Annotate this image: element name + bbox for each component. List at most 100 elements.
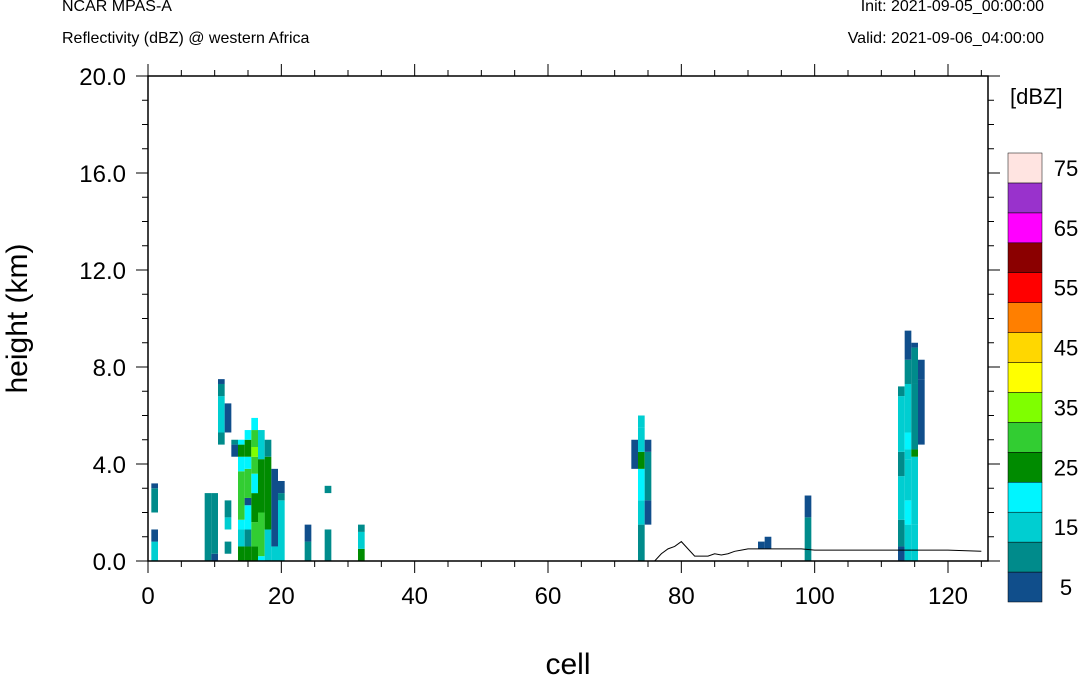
reflectivity-cell bbox=[904, 359, 912, 384]
reflectivity-cell bbox=[898, 386, 905, 397]
reflectivity-cell bbox=[238, 546, 245, 561]
reflectivity-cell bbox=[918, 379, 925, 445]
reflectivity-cell bbox=[251, 493, 258, 523]
reflectivity-cell bbox=[304, 524, 312, 542]
reflectivity-cell bbox=[251, 430, 258, 448]
reflectivity-cell bbox=[258, 459, 265, 513]
reflectivity-cell bbox=[238, 519, 245, 530]
y-tick-label: 4.0 bbox=[93, 452, 126, 479]
reflectivity-cell bbox=[204, 493, 212, 561]
reflectivity-cell bbox=[238, 529, 245, 547]
reflectivity-cell bbox=[898, 546, 905, 561]
valid-time: Valid: 2021-09-06_04:00:00 bbox=[847, 30, 1044, 47]
reflectivity-cell bbox=[258, 430, 265, 460]
reflectivity-cell bbox=[904, 432, 912, 450]
reflectivity-cell bbox=[244, 529, 252, 547]
reflectivity-cell bbox=[211, 553, 218, 561]
reflectivity-cell bbox=[898, 451, 905, 477]
colorbar-box bbox=[1007, 272, 1043, 303]
colorbar-box bbox=[1007, 511, 1043, 543]
init-time: Init: 2021-09-05_00:00:00 bbox=[860, 0, 1044, 15]
reflectivity-cell bbox=[271, 546, 278, 561]
colorbar-box bbox=[1007, 571, 1043, 603]
colorbar-box bbox=[1007, 541, 1043, 573]
axis-ticks bbox=[136, 64, 1000, 573]
reflectivity-cell bbox=[324, 485, 332, 494]
reflectivity-cell bbox=[904, 383, 912, 433]
reflectivity-cell bbox=[804, 517, 812, 561]
x-tick-label: 120 bbox=[928, 583, 968, 610]
reflectivity-cell bbox=[638, 451, 645, 469]
reflectivity-cell bbox=[278, 500, 285, 562]
y-axis-title: height (km) bbox=[1, 243, 34, 393]
colorbar-box bbox=[1007, 212, 1043, 244]
reflectivity-cell bbox=[264, 456, 272, 530]
reflectivity-cell bbox=[758, 541, 765, 549]
terrain-line bbox=[148, 540, 982, 562]
colorbar-label: 55 bbox=[1054, 276, 1078, 301]
reflectivity-cell bbox=[644, 500, 652, 525]
reflectivity-cell bbox=[898, 396, 905, 452]
reflectivity-cell bbox=[151, 488, 158, 513]
y-tick-label: 0.0 bbox=[93, 549, 126, 576]
reflectivity-cell bbox=[904, 524, 912, 562]
reflectivity-cell bbox=[151, 541, 158, 561]
reflectivity-cell bbox=[264, 439, 272, 457]
colorbar-label: 45 bbox=[1054, 336, 1078, 361]
reflectivity-cell bbox=[631, 439, 638, 469]
x-tick-label: 0 bbox=[141, 583, 154, 610]
reflectivity-cell bbox=[638, 415, 645, 428]
colorbar-box bbox=[1007, 422, 1043, 453]
reflectivity-cell bbox=[218, 383, 225, 397]
reflectivity-cell bbox=[251, 447, 258, 457]
reflectivity-cell bbox=[218, 396, 225, 433]
reflectivity-cell bbox=[911, 449, 918, 457]
colorbar-box bbox=[1007, 242, 1043, 273]
x-tick-label: 20 bbox=[268, 583, 295, 610]
colorbar-label: 5 bbox=[1060, 575, 1072, 600]
colorbar: 5 15 25 35 45 55 65 75 bbox=[1007, 152, 1078, 603]
reflectivity-cell bbox=[258, 512, 265, 557]
reflectivity-cell bbox=[644, 439, 652, 452]
colorbar-box bbox=[1007, 392, 1043, 423]
y-tick-label: 16.0 bbox=[79, 161, 126, 188]
reflectivity-cell bbox=[911, 456, 918, 525]
reflectivity-cell bbox=[251, 456, 258, 474]
reflectivity-cell bbox=[264, 529, 272, 561]
colorbar-label: 25 bbox=[1054, 455, 1078, 480]
colorbar-box bbox=[1007, 362, 1043, 393]
reflectivity-cell bbox=[278, 493, 285, 501]
x-tick-label: 60 bbox=[535, 583, 562, 610]
reflectivity-cell bbox=[238, 444, 245, 457]
reflectivity-cell bbox=[358, 548, 365, 562]
reflectivity-cell bbox=[904, 500, 912, 525]
colorbar-box bbox=[1007, 152, 1043, 184]
reflectivity-cell bbox=[244, 468, 252, 498]
reflectivity-cell bbox=[911, 342, 918, 348]
y-tick-label: 20.0 bbox=[79, 64, 126, 91]
reflectivity-cell bbox=[638, 468, 645, 501]
colorbar-box bbox=[1007, 482, 1043, 513]
field-title: Reflectivity (dBZ) @ western Africa bbox=[62, 30, 310, 47]
y-tick-label: 8.0 bbox=[93, 355, 126, 382]
colorbar-units: [dBZ] bbox=[1010, 84, 1063, 109]
plot-frame bbox=[147, 75, 989, 562]
colorbar-label: 65 bbox=[1054, 216, 1078, 241]
reflectivity-cell bbox=[151, 483, 158, 489]
reflectivity-cell bbox=[224, 403, 232, 433]
x-tick-label: 100 bbox=[795, 583, 835, 610]
reflectivity-cell bbox=[244, 456, 252, 469]
model-name: NCAR MPAS-A bbox=[62, 0, 172, 15]
y-tick-label: 12.0 bbox=[79, 258, 126, 285]
reflectivity-cell bbox=[904, 459, 912, 501]
reflectivity-cell bbox=[278, 480, 285, 494]
reflectivity-cell bbox=[638, 427, 645, 452]
reflectivity-cell bbox=[358, 524, 365, 532]
reflectivity-cell bbox=[904, 449, 912, 460]
reflectivity-cell bbox=[304, 541, 312, 561]
reflectivity-cell bbox=[251, 473, 258, 494]
reflectivity-cell bbox=[211, 493, 218, 554]
colorbar-label: 75 bbox=[1054, 156, 1078, 181]
x-axis-title: cell bbox=[545, 648, 590, 677]
